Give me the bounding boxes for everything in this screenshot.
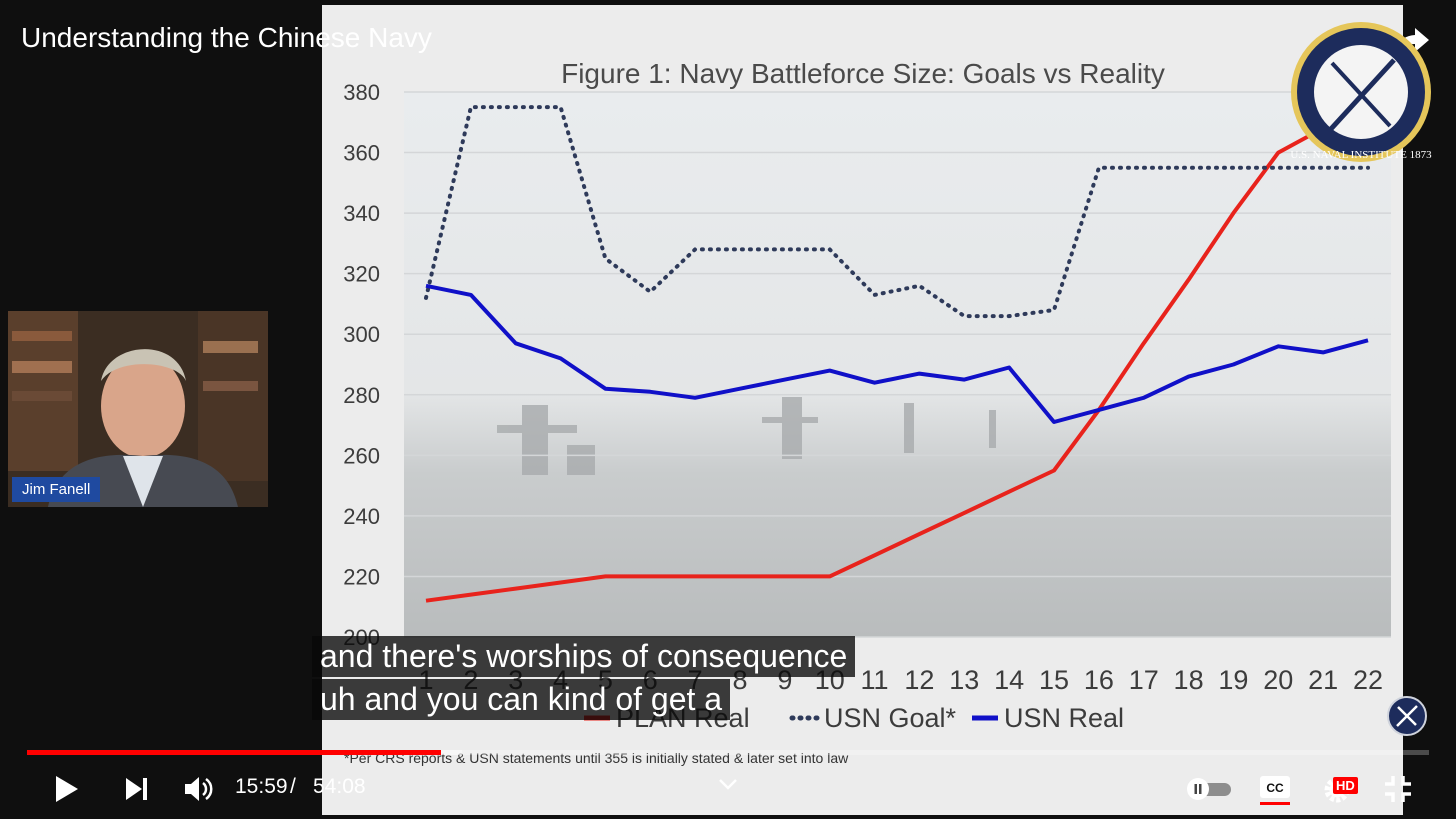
x-tick-label: 11 bbox=[861, 665, 889, 695]
legend-label: USN Real bbox=[1004, 703, 1124, 733]
x-tick-label: 12 bbox=[904, 665, 934, 695]
progress-bar[interactable] bbox=[27, 750, 1429, 755]
x-tick-label: 17 bbox=[1129, 665, 1159, 695]
x-tick-label: 15 bbox=[1039, 665, 1069, 695]
time-current: 15:59 bbox=[235, 775, 288, 798]
x-tick-label: 19 bbox=[1218, 665, 1248, 695]
presenter-video bbox=[8, 311, 268, 507]
chart-footnote: *Per CRS reports & USN statements until … bbox=[344, 750, 849, 766]
next-icon[interactable] bbox=[122, 775, 150, 803]
fullscreen-exit-icon[interactable] bbox=[1383, 774, 1413, 804]
y-tick-label: 380 bbox=[343, 80, 380, 105]
x-tick-label: 13 bbox=[949, 665, 979, 695]
x-tick-label: 16 bbox=[1084, 665, 1114, 695]
progress-played bbox=[27, 750, 441, 755]
chevron-down-icon[interactable] bbox=[717, 776, 739, 792]
presenter-name-tag: Jim Fanell bbox=[12, 477, 101, 502]
y-axis: 200220240260280300320340360380 bbox=[343, 80, 380, 650]
cc-label: CC bbox=[1266, 781, 1284, 795]
legend-label: USN Goal* bbox=[824, 703, 957, 733]
x-tick-label: 18 bbox=[1174, 665, 1204, 695]
time-total: 54:08 bbox=[313, 775, 366, 798]
y-tick-label: 300 bbox=[343, 322, 380, 347]
share-icon[interactable] bbox=[1393, 22, 1433, 58]
play-icon[interactable] bbox=[52, 773, 82, 805]
video-title[interactable]: Understanding the Chinese Navy bbox=[21, 22, 432, 53]
battleforce-chart: Figure 1: Navy Battleforce Size: Goals v… bbox=[343, 58, 1391, 766]
y-tick-label: 240 bbox=[343, 504, 380, 529]
series-lines bbox=[424, 105, 1370, 603]
y-tick-label: 360 bbox=[343, 141, 380, 166]
caption-line-2: uh and you can kind of get a bbox=[312, 679, 731, 720]
series-line-usn-goal bbox=[424, 105, 1370, 319]
y-tick-label: 340 bbox=[343, 201, 380, 226]
series-line-usn-real bbox=[425, 283, 1369, 424]
cc-icon[interactable]: CC bbox=[1259, 773, 1291, 807]
y-tick-label: 280 bbox=[343, 383, 380, 408]
watermark-icon bbox=[1387, 696, 1427, 736]
presenter-image bbox=[8, 311, 268, 507]
usni-logo-text: U.S. NAVAL INSTITUTE 1873 bbox=[1290, 149, 1432, 161]
chart-title: Figure 1: Navy Battleforce Size: Goals v… bbox=[561, 58, 1165, 89]
series-line-plan-real bbox=[425, 105, 1369, 603]
caption-line-1: and there's worships of consequence bbox=[312, 636, 856, 677]
hd-badge: HD bbox=[1333, 777, 1358, 794]
x-tick-label: 20 bbox=[1263, 665, 1293, 695]
submarine-silhouettes bbox=[497, 397, 996, 475]
volume-icon[interactable] bbox=[182, 773, 214, 805]
time-separator: / bbox=[290, 775, 296, 798]
plot-area bbox=[404, 92, 1391, 637]
y-tick-label: 260 bbox=[343, 443, 380, 468]
y-tick-label: 320 bbox=[343, 262, 380, 287]
x-tick-label: 21 bbox=[1308, 665, 1338, 695]
usni-logo: U.S. NAVAL INSTITUTE 1873 bbox=[1290, 22, 1432, 162]
autoplay-toggle-icon[interactable] bbox=[1185, 776, 1235, 802]
x-tick-label: 14 bbox=[994, 665, 1024, 695]
x-tick-label: 22 bbox=[1353, 665, 1383, 695]
y-tick-label: 220 bbox=[343, 564, 380, 589]
